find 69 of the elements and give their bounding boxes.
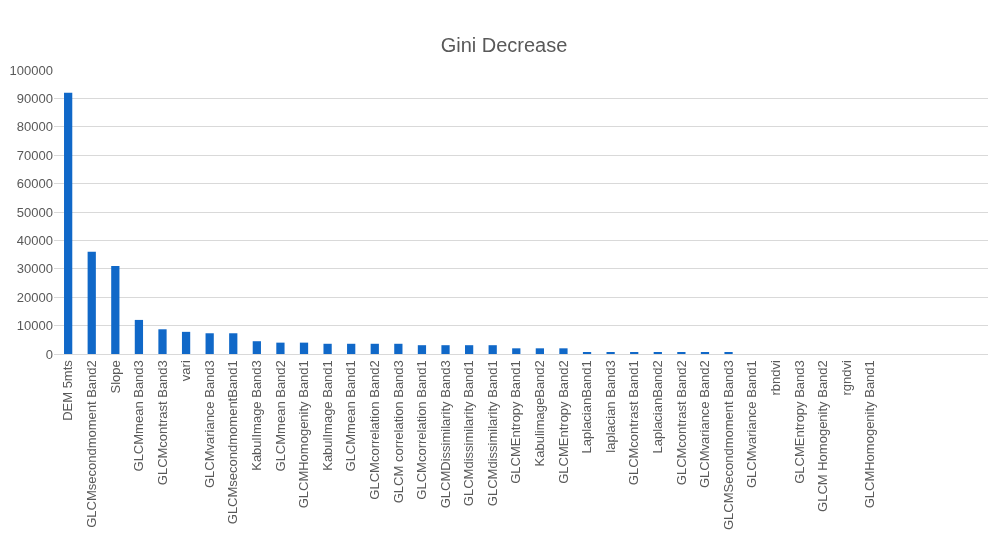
bar bbox=[464, 345, 474, 354]
x-tick-label: GLCMcorrelation Band2 bbox=[366, 360, 382, 500]
bar bbox=[87, 251, 96, 354]
x-tick-label: GLCMEntropy Band2 bbox=[555, 360, 571, 484]
y-tick-label: 100000 bbox=[9, 62, 53, 78]
bar bbox=[134, 319, 144, 354]
bar bbox=[181, 331, 191, 354]
x-tick-label: rbndvi bbox=[767, 360, 783, 396]
x-tick-label: LaplacianBand1 bbox=[579, 360, 595, 454]
x-tick-label: GLCM correlation Band3 bbox=[390, 360, 406, 504]
x-tick-label: GLCMvariance Band3 bbox=[201, 360, 217, 489]
x-tick-label: GLCMHomogenity Band1 bbox=[862, 360, 878, 509]
bar bbox=[394, 343, 403, 354]
y-tick-label: 0 bbox=[45, 346, 53, 362]
bar bbox=[158, 329, 167, 354]
x-tick-label: GLCMdissimilarity Band1 bbox=[484, 360, 500, 507]
x-tick-label: GLCMmean Band3 bbox=[131, 360, 147, 472]
x-tick-label: LaplacianBand2 bbox=[650, 360, 666, 454]
x-tick-label: vari bbox=[178, 360, 194, 382]
x-tick-label: Slope bbox=[107, 360, 123, 394]
y-tick-label: 10000 bbox=[16, 318, 53, 334]
x-tick-label: GLCMSecondmoment Band3 bbox=[720, 360, 736, 531]
y-tick-label: 20000 bbox=[16, 289, 53, 305]
x-tick-label: GLCMEntropy Band3 bbox=[791, 360, 807, 484]
bar bbox=[347, 343, 356, 354]
y-tick-label: 90000 bbox=[16, 90, 53, 106]
x-tick-label: rgndvi bbox=[838, 360, 854, 396]
x-tick-label: KabulImage Band1 bbox=[319, 360, 335, 471]
x-tick-label: GLCMdissimilarity Band1 bbox=[461, 360, 477, 507]
bar bbox=[299, 342, 309, 354]
bar bbox=[441, 345, 450, 354]
x-tick-label: GLCM Homogenity Band2 bbox=[815, 360, 831, 512]
bar bbox=[512, 348, 521, 354]
x-tick-label: GLCMsecondmomentBand1 bbox=[225, 360, 241, 525]
x-tick-label: GLCMsecondmoment Band2 bbox=[83, 360, 99, 528]
x-tick-label: laplacian Band3 bbox=[602, 360, 618, 453]
x-tick-label: GLCMcontrast Band1 bbox=[626, 360, 642, 486]
bar bbox=[229, 333, 238, 354]
x-tick-label: GLCMmean Band1 bbox=[343, 360, 359, 472]
x-tick-label: KabulImage Band3 bbox=[249, 360, 265, 471]
x-tick-label: GLCMmean Band2 bbox=[272, 360, 288, 472]
y-tick-label: 60000 bbox=[16, 176, 53, 192]
x-tick-label: KabulimageBand2 bbox=[532, 360, 548, 467]
bar bbox=[488, 345, 497, 354]
y-tick-label: 30000 bbox=[16, 261, 53, 277]
y-tick-label: 70000 bbox=[16, 147, 53, 163]
x-tick-label: GLCMvariance Band1 bbox=[744, 360, 760, 489]
y-tick-label: 80000 bbox=[16, 119, 53, 135]
bar bbox=[64, 92, 73, 354]
bar bbox=[323, 343, 332, 354]
bar bbox=[252, 341, 261, 354]
x-tick-label: GLCMcontrast Band3 bbox=[154, 360, 170, 486]
bar bbox=[535, 348, 544, 354]
bar bbox=[370, 343, 379, 354]
x-tick-label: GLCMDissimilarity Band3 bbox=[437, 360, 453, 509]
bar bbox=[111, 265, 120, 354]
chart-title: Gini Decrease bbox=[440, 33, 568, 56]
y-tick-label: 40000 bbox=[16, 232, 53, 248]
x-tick-label: GLCMEntropy Band1 bbox=[508, 360, 524, 484]
x-tick-label: GLCMcontrast Band2 bbox=[673, 360, 689, 486]
x-tick-label: GLCMcorrelation Band1 bbox=[414, 360, 430, 500]
x-tick-label: DEM 5mts bbox=[60, 359, 76, 421]
bar bbox=[559, 348, 568, 354]
bar bbox=[205, 333, 214, 354]
bar bbox=[276, 342, 285, 354]
x-tick-label: GLCMHomogenity Band1 bbox=[296, 360, 312, 509]
bar bbox=[417, 345, 427, 354]
x-tick-label: GLCMvariance Band2 bbox=[697, 360, 713, 489]
y-tick-label: 50000 bbox=[16, 204, 53, 220]
